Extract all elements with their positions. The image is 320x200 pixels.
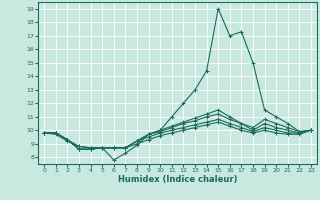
X-axis label: Humidex (Indice chaleur): Humidex (Indice chaleur) — [118, 175, 237, 184]
